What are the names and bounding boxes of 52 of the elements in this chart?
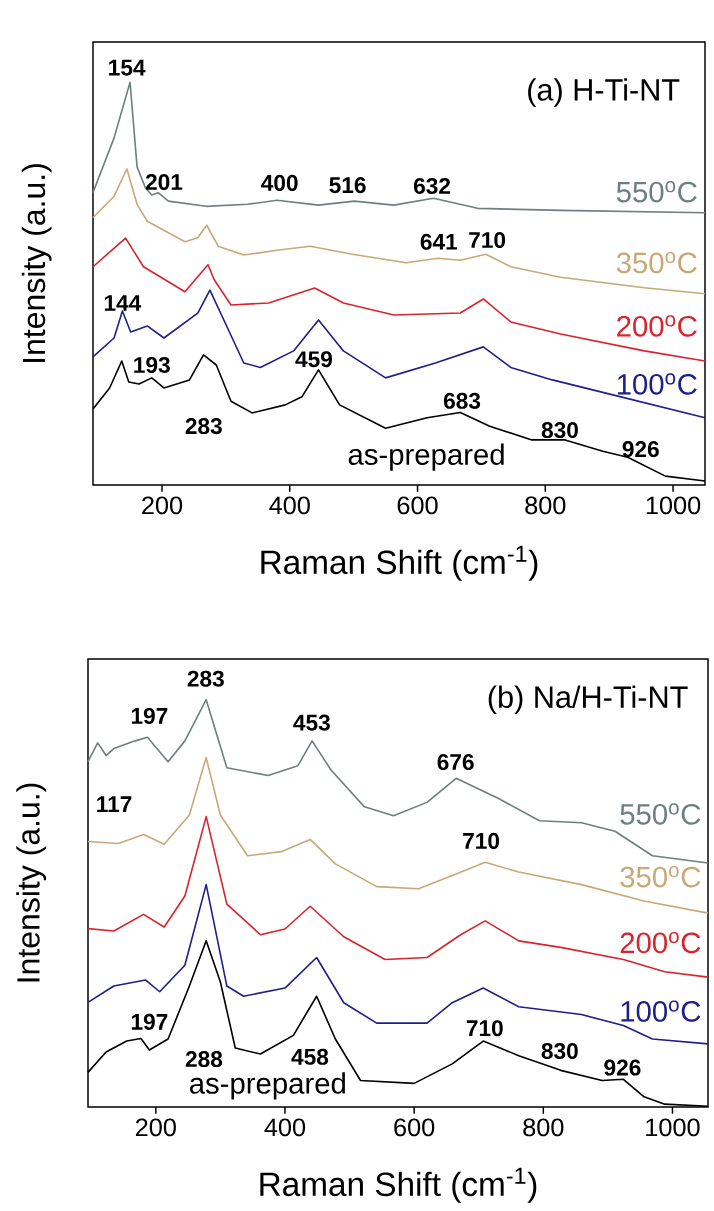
annotation: 453 (293, 714, 330, 731)
x-tick-label: 800 (523, 1118, 564, 1137)
annotation: 926 (622, 441, 659, 458)
annotation: 193 (134, 356, 170, 373)
annotation: 288 (185, 1051, 223, 1068)
x-tick-label: 1000 (646, 1118, 700, 1137)
x-tick-label: 600 (394, 1118, 435, 1137)
series-label: 550$^{o}$C (616, 181, 697, 203)
annotation: 117 (97, 796, 132, 812)
series-label: 550$^{o}$C (620, 803, 701, 825)
y-axis-title: Intensity (a.u.) (16, 783, 47, 982)
annotation: 830 (541, 1042, 578, 1060)
annotation: 710 (463, 832, 500, 849)
x-tick-label: 600 (397, 496, 438, 515)
annotation: 197 (131, 1013, 168, 1030)
x-tick-label: 400 (269, 496, 310, 515)
text: 283 (187, 670, 224, 687)
annotation: 400 (261, 174, 298, 191)
annotation: 458 (291, 1048, 329, 1065)
x-axis-title: Raman Shift (cm$^{-1}$) (260, 1167, 537, 1203)
series-label: 200$^{o}$C (617, 315, 697, 337)
series-label: as-prepared (189, 1072, 345, 1100)
annotation: 201 (145, 173, 183, 191)
series-label: 350$^{o}$C (620, 866, 701, 888)
chart-title: (a) H-Ti-NT (528, 78, 680, 107)
annotation: 710 (469, 232, 506, 249)
annotation: 283 (185, 418, 222, 435)
annotation: 676 (437, 754, 474, 771)
annotation: 516 (329, 177, 366, 194)
x-tick-label: 800 (525, 496, 566, 515)
annotation: 144 (104, 295, 142, 311)
x-tick-label: 200 (135, 1118, 176, 1137)
annotation: 197 (131, 707, 168, 724)
annotation: 459 (295, 351, 332, 368)
y-axis-title: Intensity (a.u.) (21, 164, 52, 362)
annotation: 830 (541, 422, 578, 439)
annotation: 632 (413, 177, 451, 195)
annotation: 641 (420, 233, 458, 250)
annotation: 710 (466, 1020, 503, 1037)
annotation: 683 (443, 392, 481, 409)
series-label: 200$^{o}$C (620, 931, 701, 954)
chart-title: (b) Na/H-Ti-NT (488, 685, 688, 715)
text: 154 (109, 59, 146, 76)
x-tick-label: 1000 (646, 496, 701, 515)
x-tick-label: 400 (264, 1118, 306, 1137)
x-tick-label: 200 (142, 496, 183, 515)
annotation: 926 (604, 1059, 641, 1076)
series-label: 350$^{o}$C (616, 251, 697, 274)
series-label: 100$^{o}$C (617, 373, 697, 395)
series-label: as-prepared (348, 443, 504, 471)
x-axis-title: Raman Shift (cm$^{-1}$) (261, 545, 538, 581)
series-label: 100$^{o}$C (621, 1000, 701, 1022)
